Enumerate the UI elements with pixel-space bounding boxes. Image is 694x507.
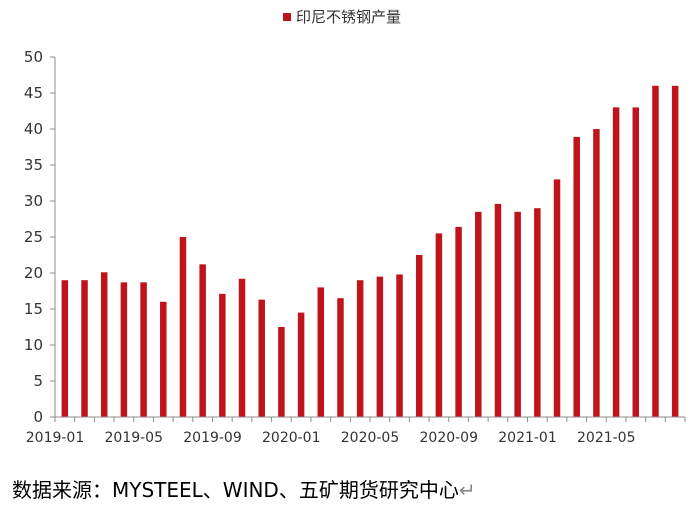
bar <box>652 85 659 418</box>
y-tick-label: 10 <box>24 336 43 354</box>
y-tick-label: 30 <box>24 192 43 210</box>
bar <box>61 280 69 417</box>
bar <box>415 255 423 417</box>
bar <box>258 299 265 417</box>
bar <box>179 237 187 417</box>
bar <box>100 272 108 417</box>
y-tick-label: 40 <box>24 120 43 138</box>
y-tick-label: 25 <box>24 228 43 246</box>
x-tick-label: 2019-01 <box>26 430 85 446</box>
bar <box>337 298 344 417</box>
bar <box>612 107 620 418</box>
y-tick-label: 15 <box>24 300 43 318</box>
bar <box>632 107 640 418</box>
bar <box>160 301 167 417</box>
bar <box>278 327 285 417</box>
source-note: 数据来源：MYSTEEL、WIND、五矿期货研究中心↵ <box>12 474 476 503</box>
y-tick-label: 50 <box>24 48 43 66</box>
source-text: 数据来源：MYSTEEL、WIND、五矿期货研究中心 <box>12 478 459 502</box>
y-tick-label: 0 <box>33 408 43 426</box>
bar <box>494 203 502 417</box>
bar <box>238 278 246 417</box>
bar <box>455 226 462 417</box>
bar-chart: 印尼不锈钢产量 0 5 10 15 20 25 30 35 40 45 50 2019-01 2019-0… <box>24 8 686 446</box>
x-tick-label: 2020-05 <box>341 430 400 446</box>
bar <box>140 282 147 417</box>
x-tick-label: 2020-09 <box>420 430 479 446</box>
legend-swatch <box>283 13 291 21</box>
return-mark-icon: ↵ <box>458 478 476 502</box>
legend-label: 印尼不锈钢产量 <box>296 8 401 26</box>
bar <box>435 233 443 417</box>
x-tick-label: 2021-01 <box>498 430 557 446</box>
x-tick-label: 2020-01 <box>262 430 321 446</box>
bar <box>317 287 325 417</box>
bar <box>553 179 561 417</box>
x-tick-label: 2019-05 <box>105 430 164 446</box>
bar <box>81 280 88 417</box>
bar <box>475 211 482 417</box>
y-tick-label: 35 <box>24 156 43 174</box>
bar <box>573 136 580 418</box>
x-tick-label: 2021-05 <box>577 430 636 446</box>
x-tick-label: 2019-09 <box>183 430 242 446</box>
bar <box>671 85 679 418</box>
bar <box>356 280 364 417</box>
bar <box>297 312 305 417</box>
bar <box>593 129 600 417</box>
y-tick-label: 45 <box>24 84 43 102</box>
chart: 印尼不锈钢产量 0 5 10 15 20 25 30 35 40 45 50 2019-01 2019-0… <box>24 8 686 446</box>
bar <box>199 264 206 417</box>
bar <box>534 208 541 417</box>
bar <box>219 293 226 417</box>
bar <box>396 274 403 417</box>
y-tick-label: 20 <box>24 264 43 282</box>
bar <box>376 276 384 417</box>
bar <box>514 211 521 417</box>
y-tick-label: 5 <box>33 372 43 390</box>
bar <box>120 282 128 417</box>
